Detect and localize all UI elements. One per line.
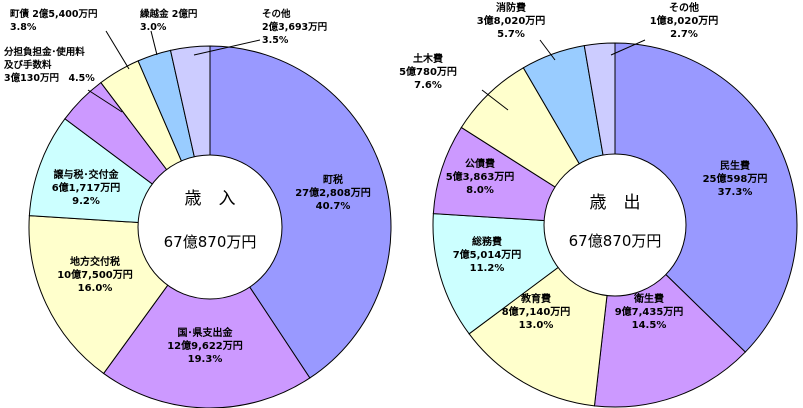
revenue-label-1: 国･県支出金 12億9,622万円 19.3% — [167, 326, 243, 365]
expenditure-leader-line-5 — [481, 89, 509, 111]
revenue-leader-line-7 — [193, 39, 261, 56]
expenditure-center-hole — [543, 153, 687, 297]
revenue-donut-chart: 歳 入 67億870万円 町税 27億2,808万円 40.7% 国･県支出金 12億9,6… — [4, 8, 392, 408]
revenue-leader-line-6 — [150, 30, 158, 56]
expenditure-label-6: 消防費 3億8,020万円 5.7% — [477, 1, 546, 40]
expenditure-donut-chart: 歳 出 67億870万円 民生費 25億598万円 37.3% 衛生費 9億7,435万円 1… — [399, 1, 798, 408]
revenue-label-0: 町税 27億2,808万円 40.7% — [295, 173, 371, 212]
revenue-total: 67億870万円 — [164, 233, 257, 251]
expenditure-label-1: 衛生費 9億7,435万円 14.5% — [615, 292, 684, 331]
expenditure-label-2: 教育費 8億7,140万円 13.0% — [502, 292, 571, 331]
revenue-label-5: 町債 2億5,400万円 3.8% — [10, 8, 97, 33]
revenue-leader-line-4 — [87, 89, 123, 113]
revenue-label-6: 繰越金 2億円 3.0% — [139, 8, 197, 33]
expenditure-label-4: 公債費 5億3,863万円 8.0% — [446, 157, 515, 196]
revenue-center-hole — [137, 154, 283, 300]
expenditure-slice-0 — [614, 42, 798, 353]
revenue-label-2: 地方交付税 10億7,500万円 16.0% — [57, 255, 133, 294]
revenue-leader-line-5 — [105, 30, 130, 70]
expenditure-title: 歳 出 — [590, 193, 641, 213]
expenditure-label-7: その他 1億8,020万円 2.7% — [650, 1, 719, 40]
expenditure-label-3: 総務費 7億5,014万円 11.2% — [453, 235, 522, 274]
expenditure-leader-line-7 — [610, 39, 646, 56]
expenditure-label-5: 土木費 5億780万円 7.6% — [399, 52, 457, 91]
revenue-title: 歳 入 — [185, 189, 236, 209]
expenditure-leader-line-6 — [539, 39, 556, 61]
revenue-label-4: 分担負担金･使用料及び手数料 3億130万円 4.5% — [4, 46, 95, 84]
revenue-label-7: その他 2億3,693万円 3.5% — [262, 8, 327, 46]
expenditure-total: 67億870万円 — [569, 232, 662, 250]
revenue-label-3: 譲与税･交付金 6億1,717万円 9.2% — [52, 168, 121, 207]
expenditure-label-0: 民生費 25億598万円 37.3% — [703, 159, 768, 198]
